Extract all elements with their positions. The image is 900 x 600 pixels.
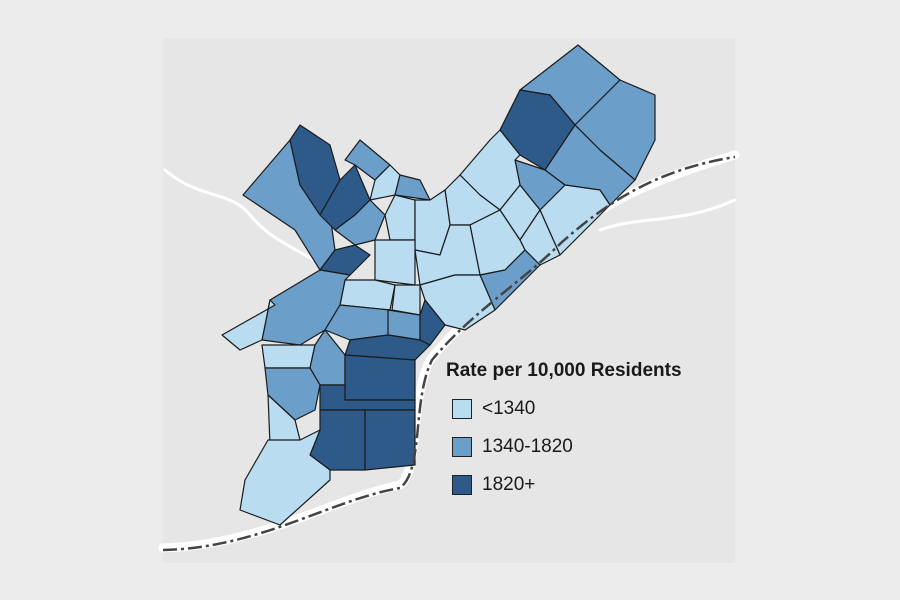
legend-swatch-low [452,399,472,419]
state-boundary-line [162,155,736,552]
legend-item-high: 1820+ [446,466,682,504]
district-low [261,344,316,369]
legend-swatch-mid [452,437,472,457]
district-high [364,409,416,471]
legend-label-mid: 1340-1820 [482,436,573,457]
district-low [239,429,331,526]
district-high [419,299,446,346]
legend-item-mid: 1340-1820 [446,428,682,466]
districts [221,44,656,526]
legend-label-high: 1820+ [482,474,536,495]
district-high [344,354,416,401]
legend-swatch-high [452,475,472,495]
legend-label-low: <1340 [482,398,536,419]
legend: Rate per 10,000 Residents <1340 1340-182… [446,360,682,504]
district-low [374,239,416,286]
district-low [391,284,421,316]
legend-item-low: <1340 [446,390,682,428]
legend-title: Rate per 10,000 Residents [446,360,682,381]
district-low [221,299,276,351]
